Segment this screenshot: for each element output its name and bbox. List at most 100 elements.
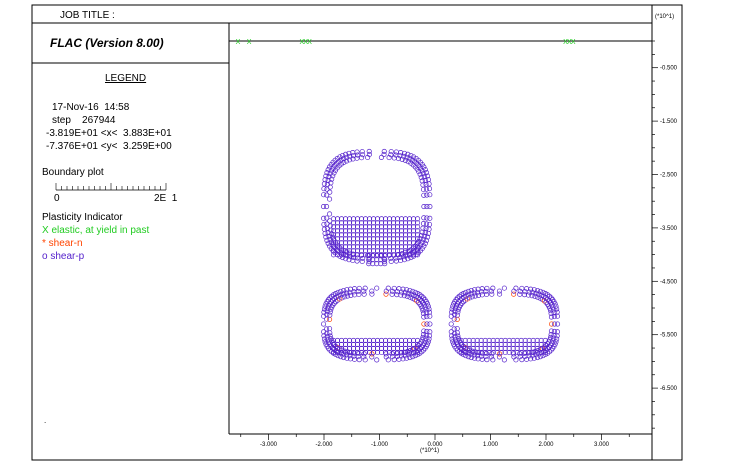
shear-p-mark: [420, 186, 427, 193]
shear-p-mark: [342, 240, 349, 246]
shear-p-mark: [341, 354, 347, 361]
shear-p-mark: [327, 243, 333, 249]
shear-p-mark: [346, 216, 353, 222]
shear-p-mark: [484, 357, 490, 363]
shear-p-mark: [519, 285, 525, 291]
shear-p-mark: [366, 240, 373, 246]
shear-p-mark: [394, 240, 401, 246]
shear-p-mark: [414, 220, 421, 226]
shear-p-mark: [410, 220, 417, 226]
shear-p-mark: [334, 155, 340, 162]
shear-p-mark: [344, 355, 350, 361]
shear-p-mark: [514, 349, 520, 356]
shear-p-mark: [327, 211, 333, 217]
shear-p-mark: [390, 224, 397, 230]
shear-p-mark: [361, 288, 367, 294]
shear-p-mark: [389, 351, 395, 357]
shear-p-mark: [471, 290, 477, 296]
shear-p-mark: [374, 224, 381, 230]
shear-p-mark: [502, 341, 508, 348]
shear-p-mark: [414, 240, 421, 246]
shear-p-mark: [490, 357, 496, 363]
shear-p-mark: [382, 236, 389, 242]
shear-p-mark: [498, 341, 504, 348]
shear-p-mark: [449, 336, 455, 342]
shear-p-mark: [382, 345, 389, 352]
shear-p-mark: [324, 326, 330, 332]
shear-p-mark: [402, 220, 409, 226]
shear-p-mark: [342, 236, 349, 242]
shear-p-mark: [386, 220, 393, 226]
shear-p-mark: [350, 224, 357, 230]
shear-p-mark: [538, 341, 544, 348]
shear-p-mark: [506, 337, 512, 344]
shear-p-mark: [398, 244, 405, 250]
shear-p-mark: [472, 293, 478, 299]
shear-p-mark: [346, 252, 353, 258]
shear-p-mark: [394, 224, 401, 230]
shear-n-mark: [548, 321, 555, 327]
shear-p-mark: [374, 337, 381, 344]
shear-p-mark: [354, 240, 361, 246]
shear-p-mark: [517, 288, 523, 294]
shear-p-mark: [494, 349, 500, 356]
shear-p-mark: [350, 254, 356, 260]
shear-p-mark: [366, 228, 373, 234]
shear-p-mark: [346, 228, 353, 234]
shear-p-mark: [483, 354, 489, 360]
shear-p-mark: [484, 285, 490, 291]
shear-p-mark: [358, 236, 365, 242]
shear-p-mark: [402, 228, 409, 234]
shear-p-mark: [510, 337, 516, 344]
shear-p-mark: [548, 310, 554, 317]
shear-p-mark: [361, 351, 367, 357]
shear-p-mark: [334, 228, 341, 234]
shear-p-mark: [338, 345, 345, 352]
shear-p-mark: [358, 341, 365, 348]
shear-p-mark: [510, 349, 516, 356]
shear-p-mark: [405, 151, 411, 157]
shear-p-mark: [346, 349, 353, 356]
shear-p-mark: [421, 314, 427, 320]
shear-p-mark: [420, 334, 426, 340]
shear-p-mark: [330, 345, 337, 352]
shear-p-mark: [490, 285, 496, 291]
shear-p-mark: [382, 337, 389, 344]
shear-p-mark: [324, 170, 330, 176]
shear-p-mark: [370, 252, 377, 258]
shear-p-mark: [354, 149, 360, 155]
shear-p-mark: [366, 345, 373, 352]
shear-p-mark: [327, 236, 333, 243]
shear-p-mark: [350, 252, 357, 258]
shear-p-mark: [370, 220, 377, 226]
shear-p-mark: [338, 288, 344, 294]
y-axis-unit: (*10^1): [655, 14, 675, 20]
shear-p-mark: [390, 248, 397, 254]
shear-p-mark: [418, 233, 424, 239]
shear-p-mark: [327, 309, 333, 315]
shear-p-mark: [352, 350, 358, 356]
shear-p-mark: [402, 349, 409, 356]
shear-p-mark: [386, 349, 393, 356]
shear-p-mark: [406, 216, 413, 222]
shear-p-mark: [525, 292, 531, 298]
shear-p-mark: [393, 258, 399, 264]
shear-p-mark: [321, 309, 327, 315]
shear-p-mark: [366, 224, 373, 230]
shear-p-mark: [370, 248, 377, 254]
shear-p-mark: [347, 356, 353, 362]
shear-p-mark: [342, 345, 349, 352]
shear-p-mark: [526, 341, 532, 348]
shear-p-mark: [355, 288, 361, 295]
shear-p-mark: [410, 244, 417, 250]
shear-p-mark: [338, 224, 345, 230]
shear-p-mark: [350, 244, 357, 250]
shear-p-mark: [382, 253, 388, 259]
shear-p-mark: [424, 203, 430, 210]
shear-p-mark: [358, 240, 365, 246]
x-tick-label: 2.000: [538, 442, 554, 448]
shear-p-mark: [478, 341, 484, 348]
shear-p-mark: [451, 326, 457, 332]
shear-p-mark: [330, 252, 337, 258]
shear-p-mark: [470, 341, 476, 348]
